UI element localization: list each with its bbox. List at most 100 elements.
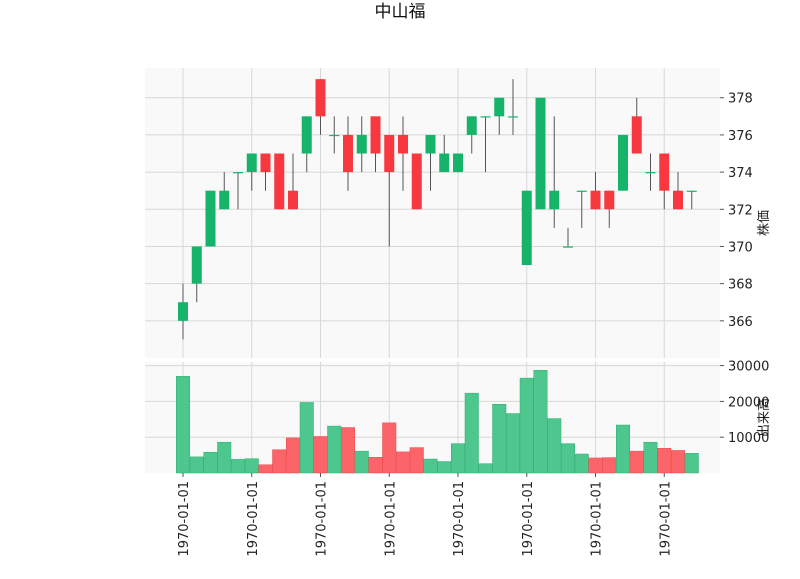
chart-title: 中山福 xyxy=(375,2,426,22)
volume-bar xyxy=(423,458,438,474)
candle-body xyxy=(178,302,188,321)
candle-body xyxy=(384,134,395,173)
candle-body xyxy=(645,172,656,174)
volume-bar xyxy=(244,458,259,474)
volume-bar xyxy=(286,437,300,474)
candle-body xyxy=(686,190,697,192)
volume-bar xyxy=(574,453,589,474)
volume-bar xyxy=(478,463,493,474)
candle-body xyxy=(191,246,202,284)
volume-bar xyxy=(217,441,232,474)
x-tick-label: 1970-01-01 xyxy=(658,481,673,557)
candle-body xyxy=(631,116,642,154)
price-tick-label: 374 xyxy=(728,166,753,181)
volume-bar xyxy=(409,447,424,474)
volume-bar xyxy=(258,464,273,474)
volume-bar xyxy=(299,402,314,474)
volume-bar xyxy=(519,377,534,474)
candle-body xyxy=(411,153,422,210)
candle-body xyxy=(370,116,381,154)
candle-body xyxy=(480,116,491,118)
volume-bar xyxy=(602,457,617,474)
candle-body xyxy=(576,190,587,192)
volume-bar xyxy=(671,450,685,474)
candle-body xyxy=(618,134,628,191)
candle-body xyxy=(521,190,532,266)
volume-axis-label: 出来高 xyxy=(756,398,772,437)
price-axis-label: 株価 xyxy=(757,210,772,236)
x-tick-label: 1970-01-01 xyxy=(590,481,605,557)
x-tick-label: 1970-01-01 xyxy=(521,481,536,557)
volume-bar xyxy=(341,427,355,474)
candle-body xyxy=(659,153,670,191)
volume-bar xyxy=(616,424,630,474)
volume-bar xyxy=(506,413,520,474)
candle-body xyxy=(549,190,560,210)
volume-bar xyxy=(588,457,603,474)
volume-bar xyxy=(203,451,218,474)
candle-body xyxy=(590,190,601,210)
candle-body xyxy=(356,134,367,154)
volume-bar xyxy=(354,450,369,474)
candle-body xyxy=(329,134,340,137)
volume-bar xyxy=(176,376,190,474)
price-tick-label: 366 xyxy=(728,315,753,330)
candle-body xyxy=(453,153,463,173)
volume-bar xyxy=(368,456,383,474)
volume-bar xyxy=(382,422,397,474)
candle-body xyxy=(315,79,326,117)
candle-body xyxy=(288,190,298,210)
candle-body xyxy=(260,153,271,173)
candle-body xyxy=(604,190,615,210)
x-tick-label: 1970-01-01 xyxy=(452,481,467,557)
candle-body xyxy=(466,116,477,135)
candle-body xyxy=(535,97,546,210)
volume-bar xyxy=(396,451,410,474)
x-tick-label: 1970-01-01 xyxy=(177,481,192,557)
volume-bar xyxy=(684,453,699,474)
price-tick-label: 378 xyxy=(728,92,753,107)
price-tick-label: 370 xyxy=(728,240,753,255)
volume-bar xyxy=(189,456,204,474)
volume-bar xyxy=(643,441,658,474)
volume-tick-label: 20000 xyxy=(728,395,769,410)
candle-body xyxy=(494,97,505,117)
candle-body xyxy=(508,116,518,118)
candle-body xyxy=(219,190,230,210)
volume-bar xyxy=(272,449,287,474)
candle-body xyxy=(673,190,683,210)
candle-body xyxy=(425,134,436,154)
volume-bar xyxy=(492,404,507,474)
price-tick-label: 376 xyxy=(728,129,753,144)
volume-bar xyxy=(547,418,562,474)
volume-bar xyxy=(629,450,644,474)
volume-bar xyxy=(437,461,452,474)
x-tick-label: 1970-01-01 xyxy=(315,481,330,557)
volume-bar xyxy=(451,443,465,474)
candle-body xyxy=(205,190,216,247)
volume-bar xyxy=(657,448,672,474)
volume-bar xyxy=(313,436,328,474)
volume-bar xyxy=(327,425,342,474)
candle-body xyxy=(563,246,573,248)
price-tick-label: 368 xyxy=(728,278,753,293)
volume-bar xyxy=(533,369,548,474)
candle-body xyxy=(233,172,243,174)
volume-bar xyxy=(464,392,479,474)
candle-body xyxy=(398,134,408,154)
candle-body xyxy=(274,153,285,210)
x-tick-label: 1970-01-01 xyxy=(383,481,398,557)
candle-body xyxy=(343,134,353,173)
candle-body xyxy=(246,153,257,173)
price-panel xyxy=(145,68,720,358)
price-tick-label: 372 xyxy=(728,203,753,218)
volume-bar xyxy=(561,443,575,474)
candle-body xyxy=(439,153,450,173)
volume-bar xyxy=(231,459,245,474)
candle-body xyxy=(301,116,312,154)
volume-tick-label: 30000 xyxy=(728,360,769,375)
volume-tick-label: 10000 xyxy=(728,431,769,446)
x-tick-label: 1970-01-01 xyxy=(246,481,261,557)
